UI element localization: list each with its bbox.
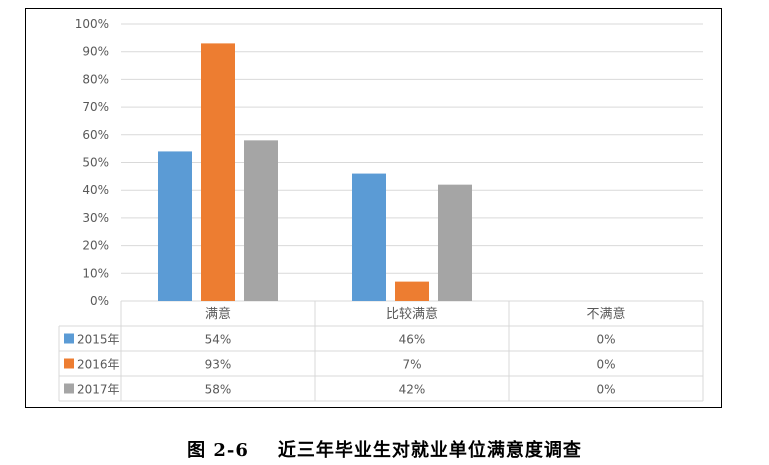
- bar: [352, 173, 386, 301]
- data-cell: 58%: [205, 383, 232, 397]
- bar: [395, 281, 429, 301]
- legend-key: [64, 333, 74, 344]
- series-name: 2015年: [77, 333, 120, 347]
- y-tick-label: 70%: [82, 100, 109, 114]
- series-name: 2017年: [77, 383, 120, 397]
- data-cell: 7%: [402, 358, 421, 372]
- data-cell: 54%: [205, 333, 232, 347]
- bar-chart: 0% 10% 20% 30% 40% 50% 60% 70% 80% 90% 100% 满意 比较满意 不…: [58, 17, 704, 402]
- data-cell: 46%: [399, 333, 426, 347]
- y-tick-label: 30%: [82, 211, 109, 225]
- category-label: 不满意: [586, 306, 625, 322]
- y-tick-label: 0%: [90, 294, 109, 308]
- y-tick-label: 50%: [82, 156, 109, 170]
- category-label: 满意: [205, 306, 231, 322]
- y-tick-label: 10%: [82, 266, 109, 280]
- y-tick-label: 20%: [82, 239, 109, 253]
- y-tick-label: 100%: [75, 17, 109, 31]
- bar: [158, 151, 192, 301]
- y-tick-label: 40%: [82, 183, 109, 197]
- legend-key: [64, 383, 74, 394]
- bar: [244, 140, 278, 301]
- y-tick-label: 80%: [82, 72, 109, 86]
- data-cell: 0%: [596, 383, 615, 397]
- data-cell: 0%: [596, 358, 615, 372]
- data-cell: 93%: [205, 358, 232, 372]
- data-cell: 0%: [596, 333, 615, 347]
- y-tick-label: 60%: [82, 128, 109, 142]
- y-tick-label: 90%: [82, 45, 109, 59]
- figure-caption: 图 2-6 近三年毕业生对就业单位满意度调查: [187, 440, 582, 461]
- category-label: 比较满意: [386, 306, 438, 322]
- bar: [438, 184, 472, 301]
- data-cell: 42%: [399, 383, 426, 397]
- series-name: 2016年: [77, 358, 120, 372]
- bar: [201, 43, 235, 301]
- legend-key: [64, 358, 74, 369]
- chart-frame: 0% 10% 20% 30% 40% 50% 60% 70% 80% 90% 100% 满意 比较满意 不…: [25, 8, 722, 408]
